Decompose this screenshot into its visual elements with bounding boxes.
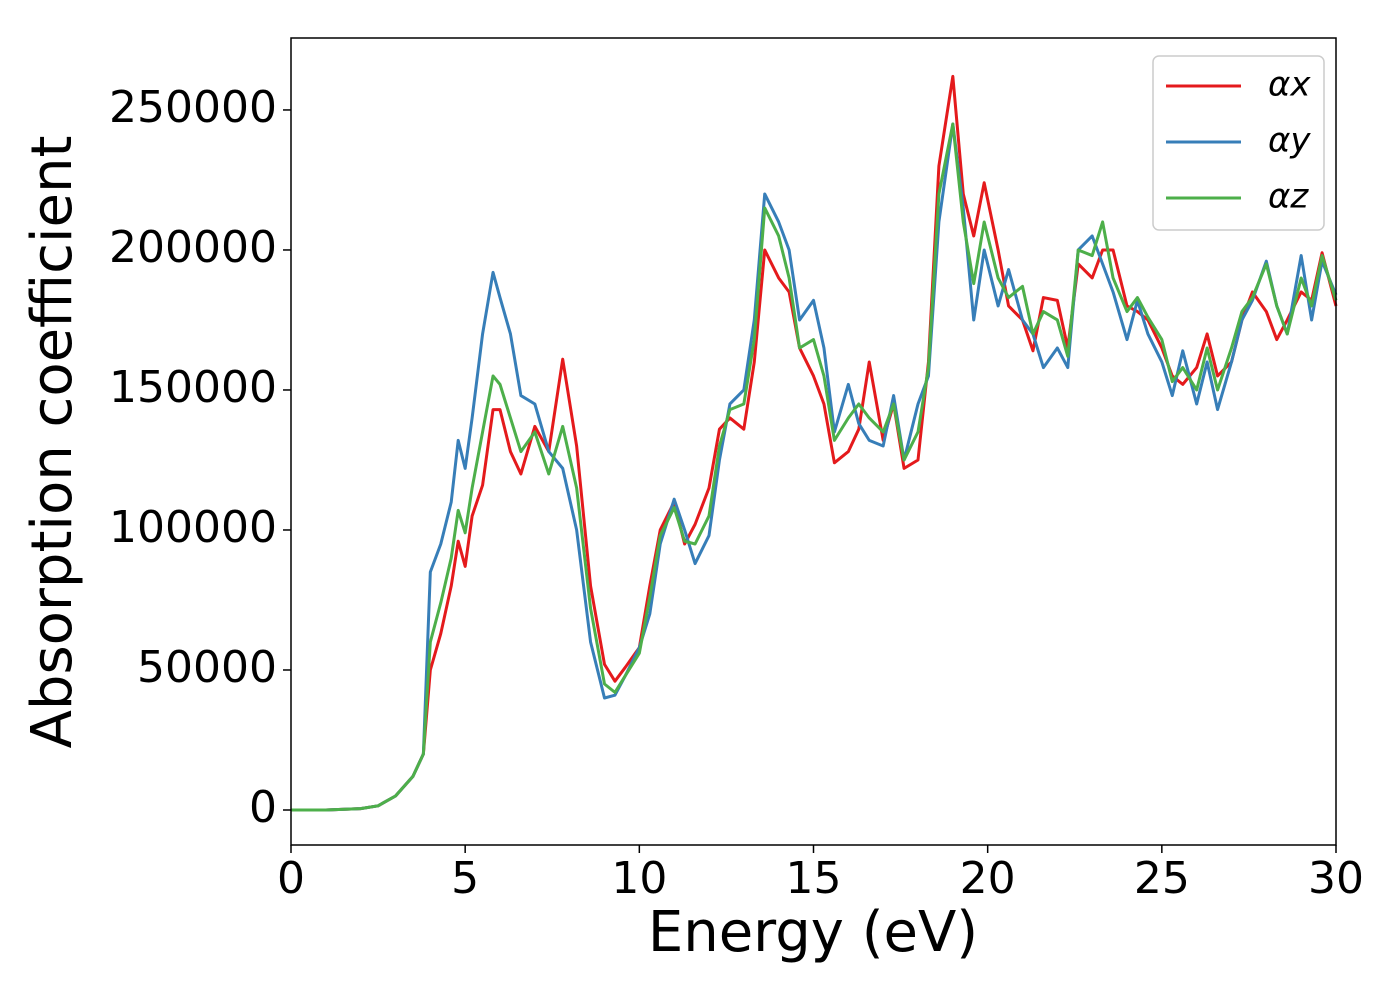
y-tick-label: 150000 xyxy=(109,362,277,413)
y-tick-label: 200000 xyxy=(109,222,277,273)
x-tick-label: 20 xyxy=(960,853,1016,904)
x-tick-label: 0 xyxy=(277,853,305,904)
legend-label: αz xyxy=(1268,177,1309,217)
x-tick-label: 5 xyxy=(451,853,479,904)
x-axis-label: Energy (eV) xyxy=(648,900,978,965)
y-tick-label: 100000 xyxy=(109,502,277,553)
legend-label: αx xyxy=(1268,65,1311,105)
y-tick-label: 0 xyxy=(249,782,277,833)
x-tick-label: 10 xyxy=(611,853,667,904)
y-tick-label: 250000 xyxy=(109,82,277,133)
x-tick-label: 25 xyxy=(1134,853,1190,904)
plot-frame xyxy=(290,37,1337,846)
y-axis-label: Absorption coefficient xyxy=(20,136,85,749)
data-line xyxy=(291,122,1338,812)
x-tick-label: 15 xyxy=(786,853,842,904)
legend-label: αy xyxy=(1268,121,1311,161)
y-tick-label: 50000 xyxy=(137,642,277,693)
x-tick-label: 30 xyxy=(1308,853,1364,904)
